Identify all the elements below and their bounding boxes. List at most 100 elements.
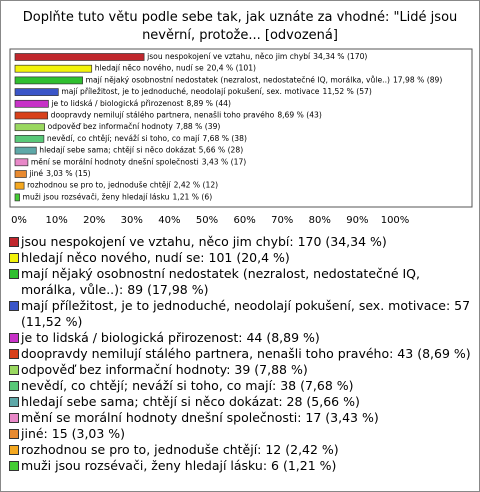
x-tick-label: 0%	[11, 215, 27, 226]
bar	[14, 99, 49, 108]
legend-label: jsou nespokojení ve vztahu, něco jim chy…	[21, 234, 387, 249]
bar-label: mají nějaký osobnostní nedostatek (nezra…	[86, 75, 443, 84]
x-tick-label: 90%	[346, 215, 368, 226]
legend-item: mění se morální hodnoty dnešní společnos…	[9, 410, 471, 426]
legend-label: muži jsou rozsévači, ženy hledají lásku:…	[21, 458, 337, 473]
legend-swatch	[9, 301, 19, 311]
value-label: 11,52 % (57)	[322, 87, 371, 96]
x-tick-label: 30%	[121, 215, 143, 226]
legend-label: mají příležitost, je to jednoduché, neod…	[21, 298, 471, 329]
value-label: 2,42 % (12)	[174, 181, 219, 190]
bar-label: muži jsou rozsévači, ženy hledají lásku 1…	[23, 192, 213, 201]
bar	[14, 111, 49, 120]
legend-swatch	[9, 237, 19, 247]
bar-label: je to lidská / biologická přirozenost 8,8…	[50, 99, 231, 108]
bar-label: mají příležitost, je to jednoduché, neod…	[61, 87, 372, 96]
bar-label: hledají sebe sama; chtějí si něco dokáza…	[39, 146, 243, 155]
value-label: 3,43 % (17)	[202, 157, 247, 166]
bar	[14, 53, 145, 61]
x-tick-label: 80%	[309, 215, 331, 226]
bar	[14, 123, 45, 132]
bar-label: jiné 3,03 % (15)	[28, 169, 90, 178]
category-label: muži jsou rozsévači, ženy hledají lásku	[23, 192, 170, 201]
legend-label: nevědí, co chtějí; neváží si toho, co ma…	[21, 378, 354, 393]
category-label: odpověď bez informační hodnoty	[48, 122, 174, 131]
value-label: 5,66 % (28)	[199, 146, 244, 155]
legend-swatch	[9, 381, 19, 391]
legend-item: odpověď bez informační hodnoty: 39 (7,88…	[9, 362, 471, 378]
value-label: 3,03 % (15)	[46, 169, 91, 178]
legend-swatch	[9, 349, 19, 359]
category-label: hledají něco nového, nudí se	[95, 64, 204, 73]
legend-label: hledají něco nového, nudí se: 101 (20,4 …	[21, 250, 290, 265]
category-label: mění se morální hodnoty dnešní společnos…	[31, 157, 199, 166]
legend-label: jiné: 15 (3,03 %)	[21, 426, 126, 441]
bar-label: hledají něco nového, nudí se 20,4 % (101)	[95, 64, 256, 73]
bar	[14, 146, 37, 155]
legend-label: mají nějaký osobnostní nedostatek (nezra…	[21, 266, 420, 297]
legend-swatch	[9, 253, 19, 263]
category-label: hledají sebe sama; chtějí si něco dokáza…	[39, 146, 195, 155]
x-tick-label: 60%	[233, 215, 255, 226]
x-tick-label: 50%	[196, 215, 218, 226]
bar-label: doopravdy nemilují stálého partnera, nen…	[51, 111, 322, 120]
category-label: jiné	[28, 169, 43, 178]
legend-swatch	[9, 445, 19, 455]
legend-label: mění se morální hodnoty dnešní společnos…	[21, 410, 379, 425]
legend-swatch	[9, 365, 19, 375]
legend-label: odpověď bez informační hodnoty: 39 (7,88…	[21, 362, 308, 377]
legend-item: mají nějaký osobnostní nedostatek (nezra…	[9, 266, 471, 298]
bar	[14, 135, 45, 143]
category-label: mají příležitost, je to jednoduché, neod…	[61, 87, 319, 96]
bar	[14, 181, 25, 190]
category-label: mají nějaký osobnostní nedostatek (nezra…	[86, 75, 390, 84]
category-label: jsou nespokojení ve vztahu, něco jim chy…	[146, 52, 311, 61]
value-label: 17,98 % (89)	[393, 75, 442, 84]
legend: jsou nespokojení ve vztahu, něco jim chy…	[9, 234, 471, 474]
plot-frame	[9, 48, 473, 208]
bar-label: odpověď bez informační hodnoty 7,88 % (39…	[48, 122, 221, 131]
bar	[14, 76, 83, 85]
value-label: 8,69 % (43)	[277, 111, 322, 120]
legend-label: hledají sebe sama; chtějí si něco dokáza…	[21, 394, 360, 409]
legend-label: rozhodnou se pro to, jednoduše chtějí: 1…	[21, 442, 339, 457]
bar	[14, 64, 93, 73]
bar	[14, 88, 59, 96]
value-label: 7,68 % (38)	[202, 134, 247, 143]
plot: jsou nespokojení ve vztahu, něco jim chy…	[9, 48, 473, 226]
legend-item: hledají něco nového, nudí se: 101 (20,4 …	[9, 250, 471, 266]
legend-item: muži jsou rozsévači, ženy hledají lásku:…	[9, 458, 471, 474]
value-label: 34,34 % (170)	[313, 52, 367, 61]
bar	[14, 193, 20, 202]
value-label: 1,21 % (6)	[172, 192, 212, 201]
chart-title: Doplňte tuto větu podle sebe tak, jak uz…	[22, 10, 458, 43]
value-label: 20,4 % (101)	[207, 64, 256, 73]
legend-item: rozhodnou se pro to, jednoduše chtějí: 1…	[9, 442, 471, 458]
legend-swatch	[9, 429, 19, 439]
legend-item: je to lidská / biologická přirozenost: 4…	[9, 330, 471, 346]
legend-item: nevědí, co chtějí; neváží si toho, co ma…	[9, 378, 471, 394]
category-label: doopravdy nemilují stálého partnera, nen…	[51, 111, 275, 120]
value-label: 8,89 % (44)	[186, 99, 231, 108]
legend-item: hledají sebe sama; chtějí si něco dokáza…	[9, 394, 471, 410]
legend-swatch	[9, 397, 19, 407]
category-label: nevědí, co chtějí; neváží si toho, co ma…	[47, 134, 200, 143]
x-tick-label: 40%	[158, 215, 180, 226]
category-label: rozhodnou se pro to, jednoduše chtějí	[27, 181, 171, 190]
legend-label: doopravdy nemilují stálého partnera, nen…	[21, 346, 471, 361]
bar	[14, 158, 29, 167]
legend-item: jiné: 15 (3,03 %)	[9, 426, 471, 442]
category-label: je to lidská / biologická přirozenost	[50, 99, 183, 108]
legend-swatch	[9, 461, 19, 471]
value-label: 7,88 % (39)	[176, 122, 221, 131]
bar-label: rozhodnou se pro to, jednoduše chtějí 2,4…	[27, 181, 218, 190]
x-tick-label: 20%	[83, 215, 105, 226]
legend-swatch	[9, 333, 19, 343]
x-tick-label: 100%	[381, 215, 410, 226]
bar-label: jsou nespokojení ve vztahu, něco jim chy…	[146, 52, 367, 61]
legend-swatch	[9, 413, 19, 423]
legend-item: mají příležitost, je to jednoduché, neod…	[9, 298, 471, 330]
legend-swatch	[9, 269, 19, 279]
bar-label: nevědí, co chtějí; neváží si toho, co ma…	[47, 134, 247, 143]
